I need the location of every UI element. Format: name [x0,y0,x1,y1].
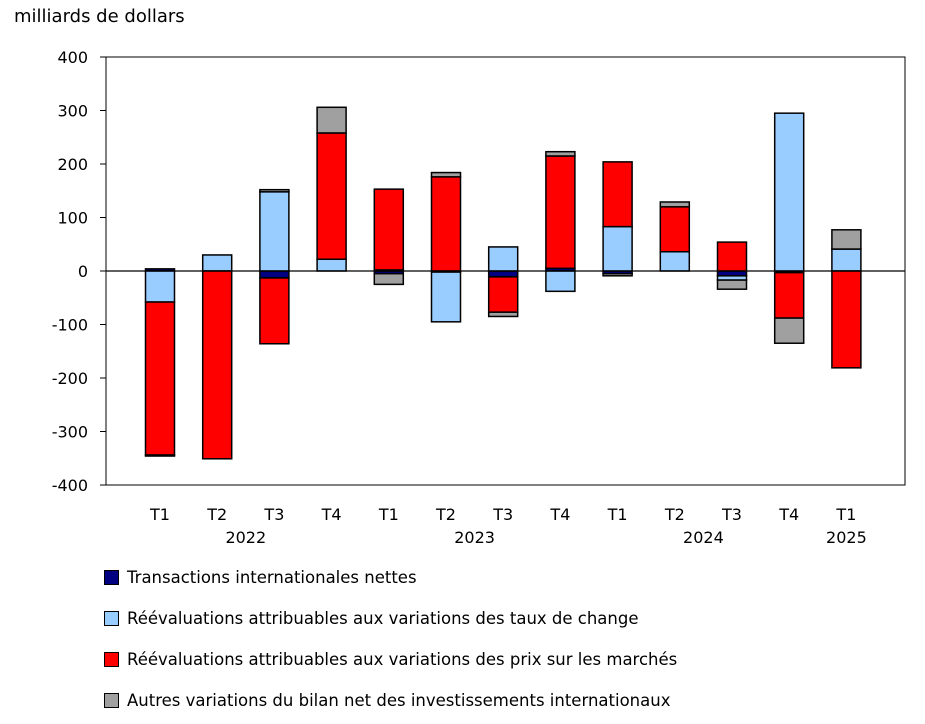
bar-segment [430,171,462,178]
y-tick-label: -300 [52,423,88,442]
legend-label: Réévaluations attribuables aux variation… [127,650,678,669]
year-label: 2025 [826,528,867,547]
bar-segment [259,270,290,279]
bar-segment [201,254,233,272]
bar-segment [430,176,462,272]
y-tick-label: 0 [78,262,88,281]
bar-segment [373,272,405,286]
y-tick-label: 400 [57,48,88,67]
bar-segment [602,225,633,272]
bar-segment [487,311,519,318]
legend-item-other: Autres variations du bilan net des inves… [104,691,670,710]
x-tick-label: T3 [492,505,513,524]
bar-segment [602,161,633,228]
legend-item-transactions: Transactions internationales nettes [104,568,417,587]
bar-segment [773,271,805,319]
bar-segment [716,241,748,272]
legend-label: Réévaluations attribuables aux variation… [127,609,639,628]
bar-segment [545,150,576,157]
legend-swatch [104,693,119,708]
bar-segment [259,191,290,272]
x-tick-label: T1 [149,505,170,524]
bar-segment [545,270,576,293]
bar-segment [144,270,176,303]
bar-segment [487,270,519,278]
bar-segment [373,188,405,271]
bar-segment [316,106,347,134]
y-tick-label: 300 [57,102,88,121]
bar-segment [545,155,576,270]
bar-segment [144,454,176,457]
bar-segment [430,271,462,323]
bar-segment [487,246,519,272]
bar-segment [831,248,862,272]
x-tick-label: T3 [721,505,742,524]
stacked-bar-chart: 400 300 200 100 0 -100 -200 -300 -400 T1 T2 T3 T4 T1 T… [52,48,906,547]
x-tick-label: T3 [263,505,284,524]
legend-label: Transactions internationales nettes [127,568,417,587]
bar-segment [659,206,691,253]
x-tick-label: T1 [607,505,628,524]
y-tick-label: -100 [52,316,88,335]
x-tick-label: T2 [664,505,685,524]
y-tick-label: 100 [57,209,88,228]
bar-segment [659,201,691,208]
year-label: 2022 [225,528,266,547]
y-tick-label: -400 [52,476,88,495]
bar-segment [831,270,862,369]
y-tick-label: 200 [57,155,88,174]
year-label: 2024 [683,528,724,547]
x-tick-label: T2 [206,505,227,524]
x-tick-label: T4 [549,505,570,524]
bar-segment [487,276,519,313]
bar-segment [773,317,805,344]
bar-segment [259,277,290,345]
bar-segment [831,229,862,250]
legend-swatch [104,611,119,626]
x-tick-label: T4 [778,505,799,524]
bar-segment [659,250,691,272]
bar-segment [259,188,290,193]
legend-swatch [104,570,119,585]
bar-segment [316,258,347,272]
x-tick-label: T1 [378,505,399,524]
legend-label: Autres variations du bilan net des inves… [127,691,671,710]
y-axis-label: milliards de dollars [14,6,185,27]
bar-segment [773,112,805,272]
x-tick-label: T2 [435,505,456,524]
x-tick-label: T1 [835,505,856,524]
year-label: 2023 [454,528,495,547]
y-tick-label: -200 [52,369,88,388]
x-tick-label: T4 [321,505,342,524]
bar-segment [144,301,176,456]
bar-segment [201,270,233,460]
bar-segment [602,272,633,277]
legend-item-exchange-rate: Réévaluations attribuables aux variation… [104,609,639,628]
legend-item-market-price: Réévaluations attribuables aux variation… [104,650,677,669]
bar-segment [316,132,347,260]
bar-segment [716,279,748,290]
legend-swatch [104,652,119,667]
